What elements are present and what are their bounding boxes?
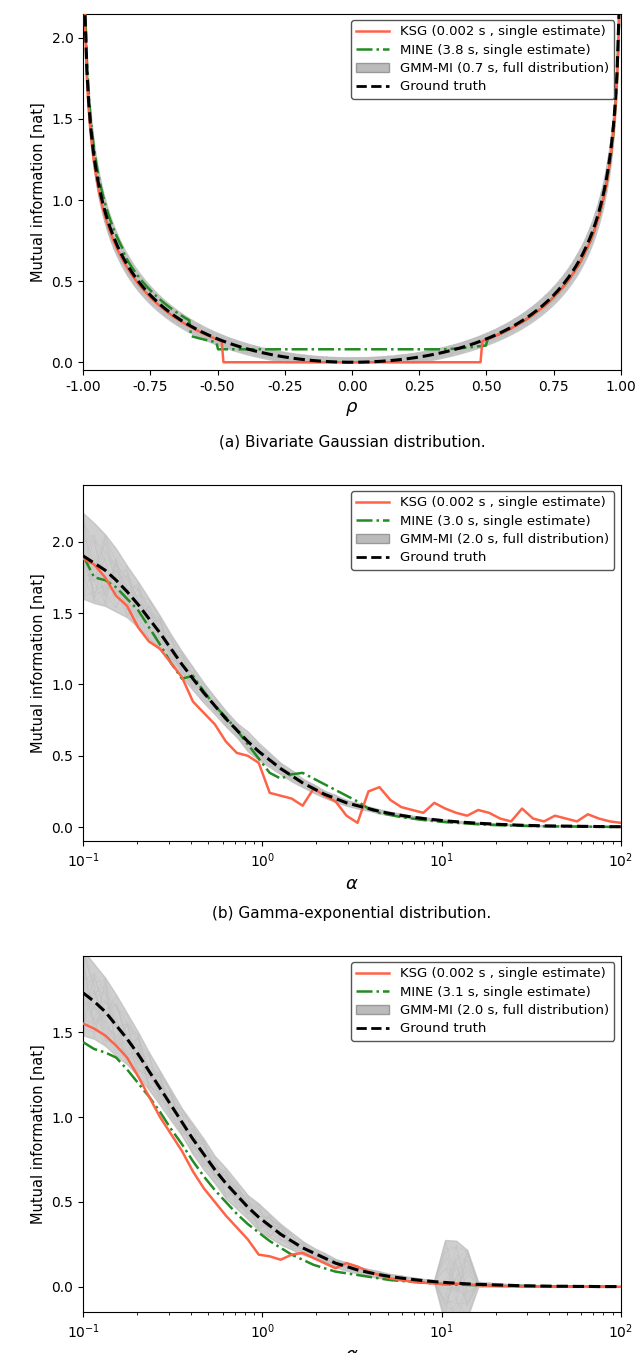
X-axis label: $\alpha$: $\alpha$	[345, 875, 359, 893]
X-axis label: $\rho$: $\rho$	[346, 399, 358, 418]
Y-axis label: Mutual information [nat]: Mutual information [nat]	[31, 101, 46, 281]
Legend: KSG (0.002 s , single estimate), MINE (3.1 s, single estimate), GMM-MI (2.0 s, f: KSG (0.002 s , single estimate), MINE (3…	[351, 962, 614, 1040]
Y-axis label: Mutual information [nat]: Mutual information [nat]	[31, 1045, 46, 1224]
Legend: KSG (0.002 s , single estimate), MINE (3.0 s, single estimate), GMM-MI (2.0 s, f: KSG (0.002 s , single estimate), MINE (3…	[351, 491, 614, 570]
Legend: KSG (0.002 s , single estimate), MINE (3.8 s, single estimate), GMM-MI (0.7 s, f: KSG (0.002 s , single estimate), MINE (3…	[351, 20, 614, 99]
Text: (b) Gamma-exponential distribution.: (b) Gamma-exponential distribution.	[212, 905, 492, 920]
Y-axis label: Mutual information [nat]: Mutual information [nat]	[31, 574, 46, 752]
X-axis label: $\alpha$: $\alpha$	[345, 1346, 359, 1353]
Text: (a) Bivariate Gaussian distribution.: (a) Bivariate Gaussian distribution.	[219, 434, 485, 449]
